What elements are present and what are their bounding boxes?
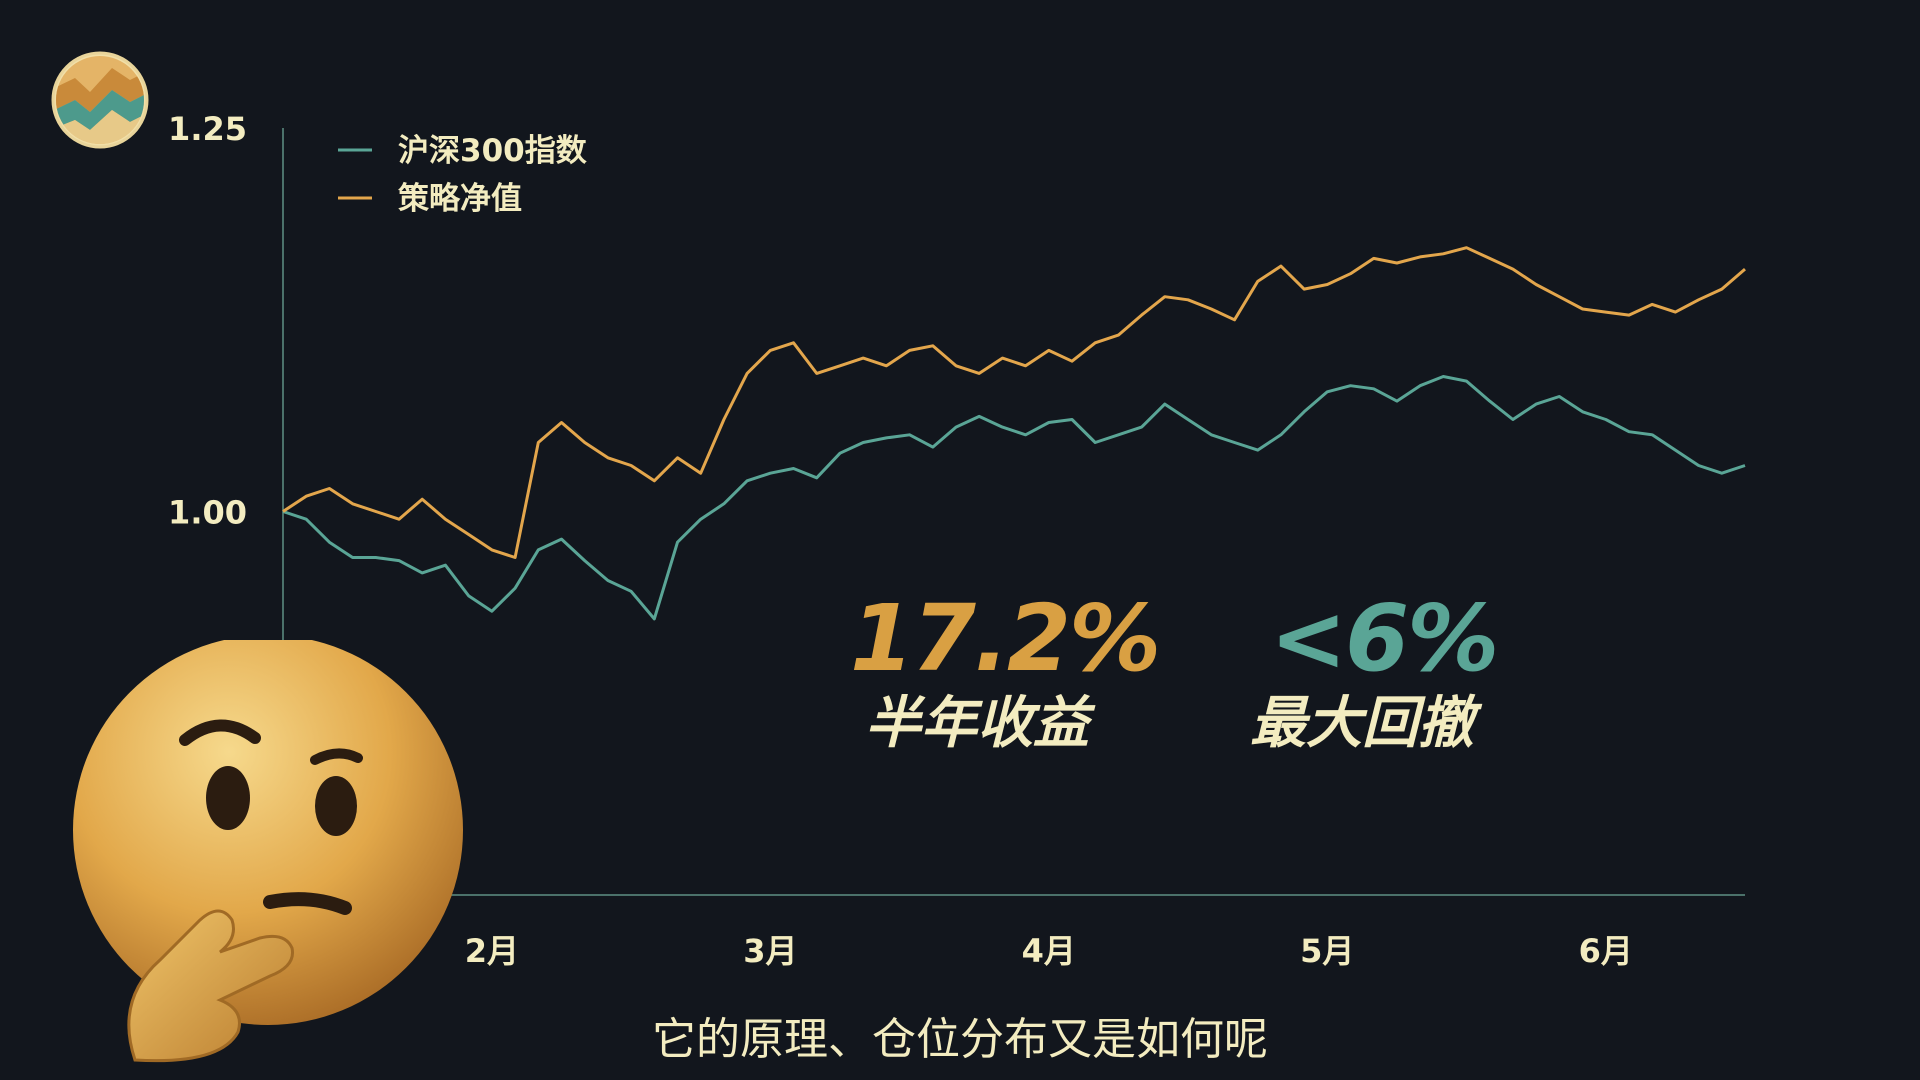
x-tick-label: 2月 (465, 932, 519, 970)
drawdown-label: 最大回撤 (1250, 691, 1474, 756)
return-value: 17.2% (850, 585, 1161, 692)
drawdown-value: <6% (1270, 585, 1499, 692)
legend-label: 沪深300指数 (398, 133, 587, 169)
y-tick-label: 1.25 (168, 110, 247, 148)
stock-chart-logo-icon (51, 51, 149, 149)
legend-label: 策略净值 (398, 181, 522, 217)
return-label: 半年收益 (865, 691, 1089, 756)
subtitle-caption: 它的原理、仓位分布又是如何呢 (652, 1014, 1268, 1065)
x-tick-label: 4月 (1022, 932, 1076, 970)
x-tick-label: 5月 (1300, 932, 1354, 970)
x-tick-label: 3月 (743, 932, 797, 970)
thinking-face-icon (73, 640, 463, 1063)
series-line-strategy (282, 246, 1746, 559)
series-line-index (282, 375, 1746, 621)
y-tick-label: 1.00 (168, 494, 247, 532)
x-tick-label: 6月 (1579, 932, 1633, 970)
